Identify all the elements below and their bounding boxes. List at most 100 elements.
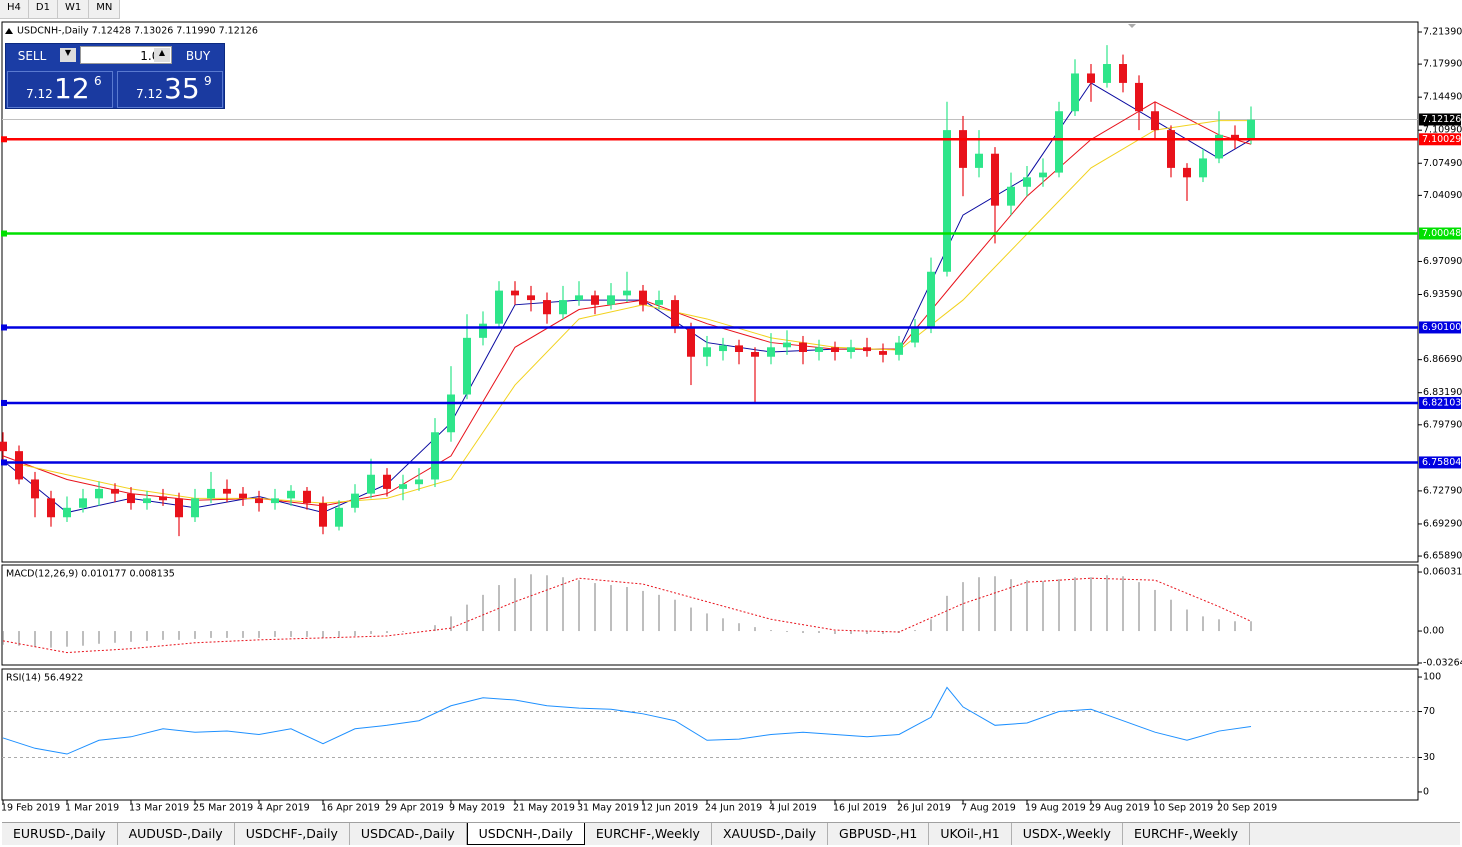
y-tick-label: 7.07490 [1423,158,1462,169]
buy-button[interactable]: BUY [185,49,211,63]
candle-body [223,488,231,494]
level-label-box [1419,456,1461,469]
moving-average [2,101,1252,507]
chart-tab[interactable]: USDCAD-,Daily [350,823,467,845]
candle-body [1103,64,1111,83]
level-label: 7.10029 [1422,134,1461,145]
chart-tab[interactable]: USDCNH-,Daily [466,823,585,845]
candle-body [143,498,151,504]
candle-body [1215,134,1223,159]
lot-down[interactable]: ▼ [60,48,76,62]
candle-body [255,498,263,504]
candle-body [575,295,583,301]
candle-body [303,490,311,504]
x-tick-label: 9 May 2019 [449,803,505,814]
candle-body [847,347,855,353]
macd-title: MACD(12,26,9) 0.010177 0.008135 [6,569,175,580]
chart-tab[interactable]: XAUUSD-,Daily [712,823,829,845]
y-tick-label: 0.00 [1423,626,1444,637]
chart-tab[interactable]: GBPUSD-,H1 [828,823,930,845]
level-handle [1,324,7,331]
shift-marker [1128,24,1136,28]
x-tick-label: 24 Jun 2019 [705,803,762,814]
candle-body [1135,82,1143,112]
timeframe-button[interactable]: H4 [0,0,29,18]
chart-tab[interactable]: USDX-,Weekly [1012,823,1123,845]
level-label: 6.90100 [1422,322,1461,333]
candle-body [95,488,103,499]
macd-pane [1,564,1419,666]
sell-button[interactable]: SELL [17,49,47,63]
chart-tabs: EURUSD-,Daily AUDUSD-,Daily USDCHF-,Daily U… [2,822,1460,845]
collapse-icon [5,28,13,34]
level-label-box [1419,133,1461,146]
candle-body [415,479,423,485]
chart-tab[interactable]: EURUSD-,Daily [2,823,118,845]
candle-body [607,295,615,305]
candle-body [1087,73,1095,83]
y-tick-label: 100 [1423,672,1441,683]
chart-tab[interactable]: UKOil-,H1 [929,823,1012,845]
candle-body [767,347,775,357]
candle-body [863,347,871,352]
candle-body [479,323,487,338]
main-pane [1,21,1419,563]
x-tick-label: 19 Aug 2019 [1025,803,1086,814]
y-tick-label: -0.032648 [1423,657,1462,668]
y-tick-label: 6.65890 [1423,551,1462,562]
timeframe-button[interactable]: MN [89,0,121,18]
y-tick-label: 7.14490 [1423,92,1462,103]
timeframe-button[interactable]: D1 [29,0,58,18]
level-label: 7.00048 [1422,228,1461,239]
candle-body [31,479,39,499]
x-tick-label: 25 Mar 2019 [193,803,253,814]
candle-body [1183,167,1191,178]
candle-body [1039,172,1047,178]
x-tick-label: 16 Jul 2019 [833,803,887,814]
x-tick-label: 12 Jun 2019 [641,803,698,814]
candle-body [735,345,743,353]
candle-body [495,290,503,324]
y-tick-label: 6.97090 [1423,256,1462,267]
candle-body [1167,130,1175,168]
rsi-pane [1,668,1419,801]
chart-tab[interactable]: AUDUSD-,Daily [118,823,235,845]
level-handle [1,230,7,237]
timeframe-button[interactable]: W1 [58,0,90,18]
level-label: 6.82103 [1422,397,1461,408]
current-price-box [1419,113,1461,126]
candle-body [527,295,535,301]
candle-body [687,328,695,357]
x-tick-label: 31 May 2019 [577,803,639,814]
candle-body [1151,111,1159,131]
candle-body [623,290,631,296]
chart-tab[interactable]: USDCHF-,Daily [235,823,350,845]
candle-body [271,498,279,504]
candle-body [239,493,247,499]
rsi-title: RSI(14) 56.4922 [6,673,83,684]
x-tick-label: 13 Mar 2019 [129,803,189,814]
lot-up[interactable]: ▲ [154,48,170,62]
x-tick-label: 20 Sep 2019 [1217,803,1277,814]
candle-body [943,130,951,272]
buy-price[interactable]: 7.12 35 9 [117,71,223,108]
y-tick-label: 7.04090 [1423,190,1462,201]
level-label: 6.75804 [1422,457,1461,468]
y-tick-label: 7.21390 [1423,27,1462,38]
candle-body [879,351,887,355]
y-tick-label: 70 [1423,706,1435,717]
chart-tab[interactable]: EURCHF-,Weekly [585,823,712,845]
candle-body [463,337,471,395]
level-handle [1,399,7,406]
y-tick-label: 7.10990 [1423,125,1462,136]
y-tick-label: 30 [1423,752,1435,763]
price-base: 7.12 [26,87,53,101]
price-base: 7.12 [136,87,163,101]
candle-body [15,451,23,480]
candle-body [831,347,839,353]
x-tick-label: 4 Apr 2019 [257,803,310,814]
chart-tab[interactable]: EURCHF-,Weekly [1123,823,1250,845]
sell-price[interactable]: 7.12 12 6 [7,71,113,108]
level-label-box [1419,321,1461,334]
y-tick-label: 6.83190 [1423,387,1462,398]
